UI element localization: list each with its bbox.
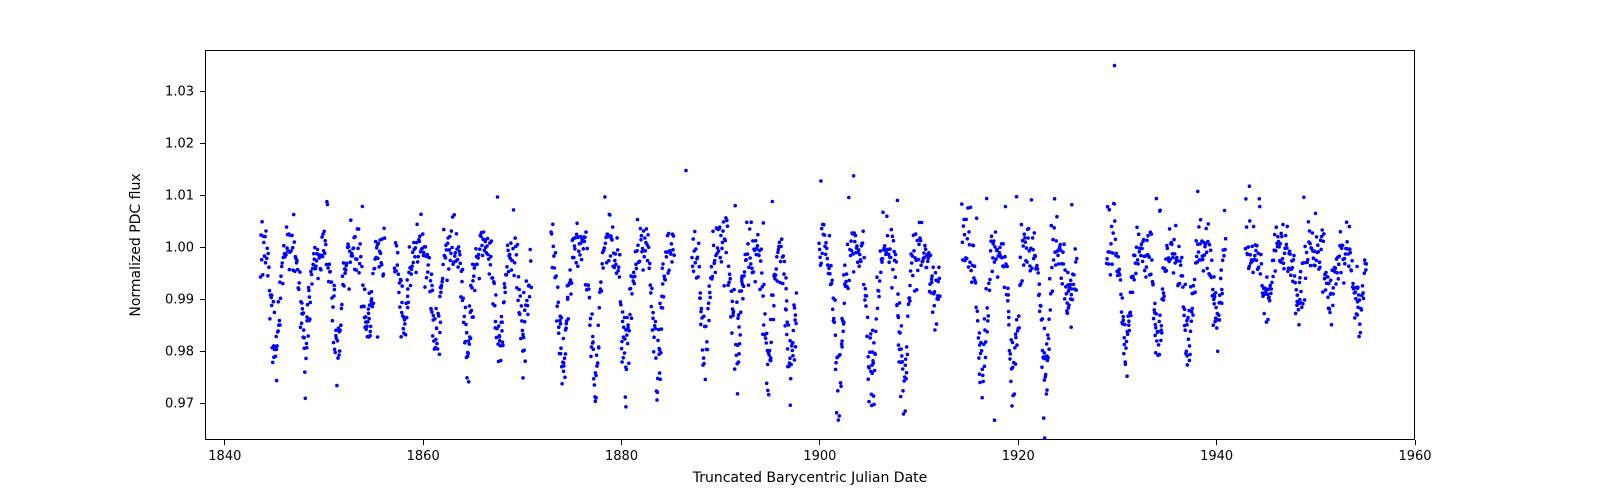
y-tick-label: 1.02 [158, 136, 194, 151]
x-tick-label: 1900 [803, 449, 836, 464]
y-tick-mark [200, 247, 205, 248]
light-curve-figure: 1840 1860 1880 1900 1920 1940 1960 0.97 0.98 0.99… [0, 0, 1600, 500]
x-tick-label: 1960 [1398, 449, 1431, 464]
x-tick-mark [621, 440, 622, 445]
x-tick-mark [1216, 440, 1217, 445]
y-tick-mark [200, 299, 205, 300]
y-tick-mark [200, 91, 205, 92]
x-tick-label: 1840 [208, 449, 241, 464]
y-axis-label: Normalized PDC flux [128, 173, 144, 316]
y-tick-label: 1.01 [158, 188, 194, 203]
x-axis-label: Truncated Barycentric Julian Date [693, 470, 928, 486]
y-tick-label: 1.03 [158, 84, 194, 99]
y-tick-label: 0.97 [158, 396, 194, 411]
y-tick-mark [200, 403, 205, 404]
y-tick-label: 1.00 [158, 240, 194, 255]
y-tick-label: 0.98 [158, 344, 194, 359]
y-tick-label: 0.99 [158, 292, 194, 307]
x-tick-label: 1880 [605, 449, 638, 464]
plot-area [205, 50, 1415, 440]
y-tick-mark [200, 351, 205, 352]
x-tick-mark [423, 440, 424, 445]
x-tick-mark [1018, 440, 1019, 445]
y-tick-mark [200, 195, 205, 196]
x-tick-mark [224, 440, 225, 445]
x-tick-label: 1920 [1002, 449, 1035, 464]
scatter-layer [206, 51, 1416, 441]
y-tick-mark [200, 143, 205, 144]
x-tick-mark [1415, 440, 1416, 445]
x-tick-mark [819, 440, 820, 445]
scatter-points [259, 64, 1369, 440]
x-tick-label: 1940 [1200, 449, 1233, 464]
x-tick-label: 1860 [407, 449, 440, 464]
